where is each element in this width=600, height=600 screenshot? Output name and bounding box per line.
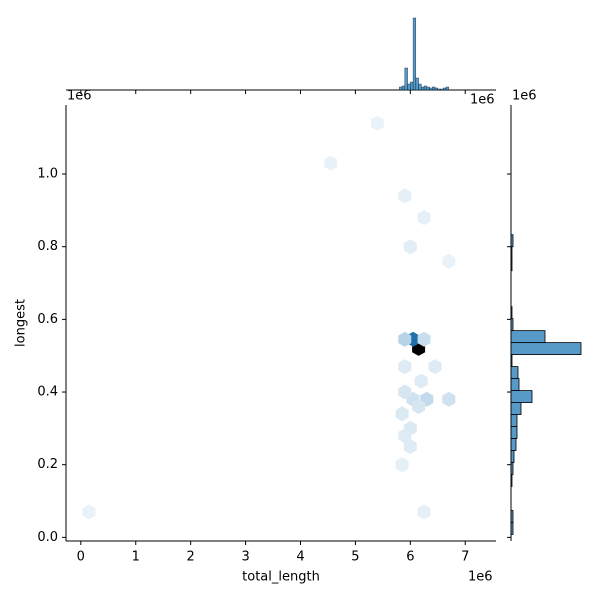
right-hist-bar bbox=[510, 342, 582, 356]
x-tick-label: 4 bbox=[296, 550, 304, 565]
right-hist-bar bbox=[510, 330, 546, 344]
x-tick-label: 2 bbox=[187, 550, 195, 565]
hexbin bbox=[403, 439, 417, 454]
right-hist-bar bbox=[510, 234, 514, 248]
top-margin-offset: 1e6 bbox=[470, 93, 495, 108]
right-margin-offset: 1e6 bbox=[512, 89, 537, 104]
hexbin bbox=[442, 253, 456, 269]
top-hist-bar bbox=[399, 86, 403, 91]
y-tick-label: 1.0 bbox=[37, 167, 58, 182]
top-hist-bar bbox=[404, 67, 408, 91]
top-hist-bar bbox=[434, 87, 438, 91]
y-tick-label: 0.4 bbox=[37, 385, 58, 400]
right-hist-bar bbox=[510, 450, 515, 463]
right-hist-bar bbox=[510, 246, 513, 260]
top-hist-bar bbox=[423, 85, 428, 91]
hexbin bbox=[403, 239, 417, 255]
right-hist-bar bbox=[510, 438, 517, 451]
hexbin bbox=[324, 155, 338, 171]
x-tick-label: 0 bbox=[77, 550, 85, 565]
hexbin bbox=[417, 331, 431, 347]
right-hist-bar bbox=[510, 258, 513, 272]
right-hist-bar bbox=[510, 426, 518, 439]
top-hist-bar bbox=[412, 17, 417, 91]
top-hist-bar bbox=[437, 88, 441, 91]
top-hist-bar bbox=[415, 77, 419, 91]
right-hist-bar bbox=[510, 366, 519, 379]
top-hist-bar bbox=[401, 85, 406, 91]
hexbin bbox=[398, 428, 412, 444]
right-hist-bar bbox=[510, 522, 514, 535]
right-hist-bar bbox=[510, 462, 514, 475]
x-axis-label: total_length bbox=[242, 570, 320, 585]
hexbin bbox=[417, 210, 431, 226]
hexbin bbox=[395, 457, 409, 473]
hexbin bbox=[417, 504, 431, 520]
x-tick-label: 6 bbox=[406, 550, 414, 565]
y-offset: 1e6 bbox=[67, 89, 92, 104]
y-axis-label: longest bbox=[14, 299, 29, 347]
x-tick-label: 5 bbox=[351, 550, 359, 565]
x-tick-label: 3 bbox=[241, 550, 249, 565]
top-hist-bar bbox=[440, 88, 444, 91]
right-hist-bar bbox=[510, 474, 513, 487]
y-tick-label: 0.8 bbox=[37, 239, 58, 254]
hexbin bbox=[412, 399, 426, 415]
x-tick-label: 7 bbox=[461, 550, 469, 565]
top-hist-bar bbox=[432, 86, 436, 91]
hexbin bbox=[398, 384, 412, 400]
hexbin bbox=[398, 359, 412, 375]
hexbin bbox=[370, 115, 384, 131]
top-hist-bar bbox=[445, 86, 449, 91]
x-tick-label: 1 bbox=[132, 550, 140, 565]
right-hist-bar bbox=[510, 354, 513, 367]
top-hist-bar bbox=[410, 81, 414, 91]
hexbin bbox=[414, 373, 428, 389]
right-hist-bar bbox=[510, 402, 522, 415]
right-hist-bar bbox=[510, 318, 514, 332]
x-offset: 1e6 bbox=[468, 570, 493, 585]
right-hist-bar bbox=[510, 306, 513, 320]
top-hist-bar bbox=[429, 87, 433, 91]
right-hist-bar bbox=[510, 390, 533, 403]
hexbin bbox=[398, 188, 412, 204]
hexbin bbox=[395, 406, 409, 422]
y-tick-label: 0.6 bbox=[37, 312, 58, 327]
right-hist-bar bbox=[510, 510, 514, 523]
top-hist-bar bbox=[421, 86, 425, 91]
y-tick-label: 0.0 bbox=[37, 530, 58, 545]
hexbin bbox=[398, 331, 412, 347]
top-hist-bar bbox=[443, 87, 447, 91]
y-tick-label: 0.2 bbox=[37, 457, 58, 472]
top-hist-bar bbox=[418, 83, 422, 91]
right-hist-bar bbox=[510, 414, 518, 427]
right-hist-bar bbox=[510, 378, 520, 391]
top-hist-bar bbox=[426, 86, 430, 91]
hexbin bbox=[82, 504, 96, 520]
hexbin bbox=[428, 359, 442, 375]
top-hist-bar bbox=[407, 83, 411, 91]
hexbin bbox=[442, 391, 456, 407]
